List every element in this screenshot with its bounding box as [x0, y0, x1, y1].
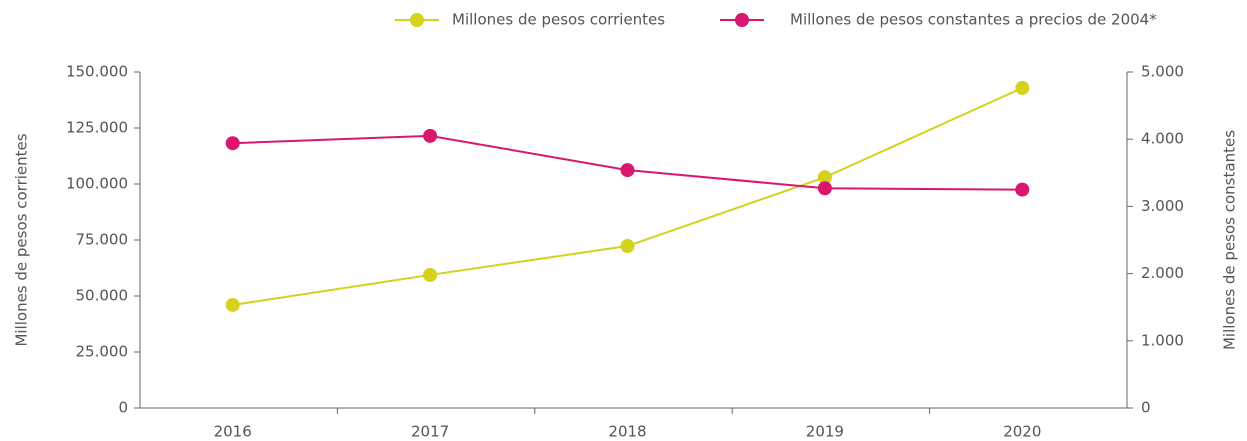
point — [225, 136, 240, 151]
point — [620, 239, 635, 254]
legend-marker — [410, 13, 424, 27]
y2-tick-label: 3.000 — [1141, 197, 1184, 215]
series-line — [232, 134, 1023, 191]
y2-tick-label: 5.000 — [1141, 63, 1184, 81]
point — [225, 297, 240, 312]
point — [423, 267, 438, 282]
legend-label: Millones de pesos constantes a precios d… — [790, 11, 1157, 29]
point — [1015, 80, 1030, 95]
y-axis-title: Millones de pesos corrientes — [13, 133, 31, 346]
point — [1015, 182, 1030, 197]
y-tick-label: 25.000 — [76, 343, 129, 361]
series-line — [232, 86, 1023, 306]
x-tick-label: 2017 — [411, 423, 449, 441]
y-tick-label: 50.000 — [76, 287, 129, 305]
x-tick-label: 2016 — [214, 423, 252, 441]
y2-tick-label: 2.000 — [1141, 264, 1184, 282]
y-tick-label: 150.000 — [66, 63, 128, 81]
point — [817, 170, 832, 185]
legend-marker — [735, 13, 749, 27]
y2-tick-label: 4.000 — [1141, 130, 1184, 148]
y-tick-label: 0 — [118, 399, 128, 417]
point — [620, 163, 635, 178]
legend-label: Millones de pesos corrientes — [452, 11, 665, 29]
point — [817, 181, 832, 196]
y-tick-label: 100.000 — [66, 175, 128, 193]
point — [423, 128, 438, 143]
y2-tick-label: 1.000 — [1141, 331, 1184, 349]
y-tick-label: 75.000 — [76, 231, 129, 249]
x-tick-label: 2020 — [1003, 423, 1041, 441]
x-tick-label: 2019 — [806, 423, 844, 441]
y2-tick-label: 0 — [1141, 399, 1151, 417]
y2-axis-title: Millones de pesos constantes — [1221, 130, 1239, 350]
y-tick-label: 125.000 — [66, 119, 128, 137]
x-tick-label: 2018 — [608, 423, 646, 441]
